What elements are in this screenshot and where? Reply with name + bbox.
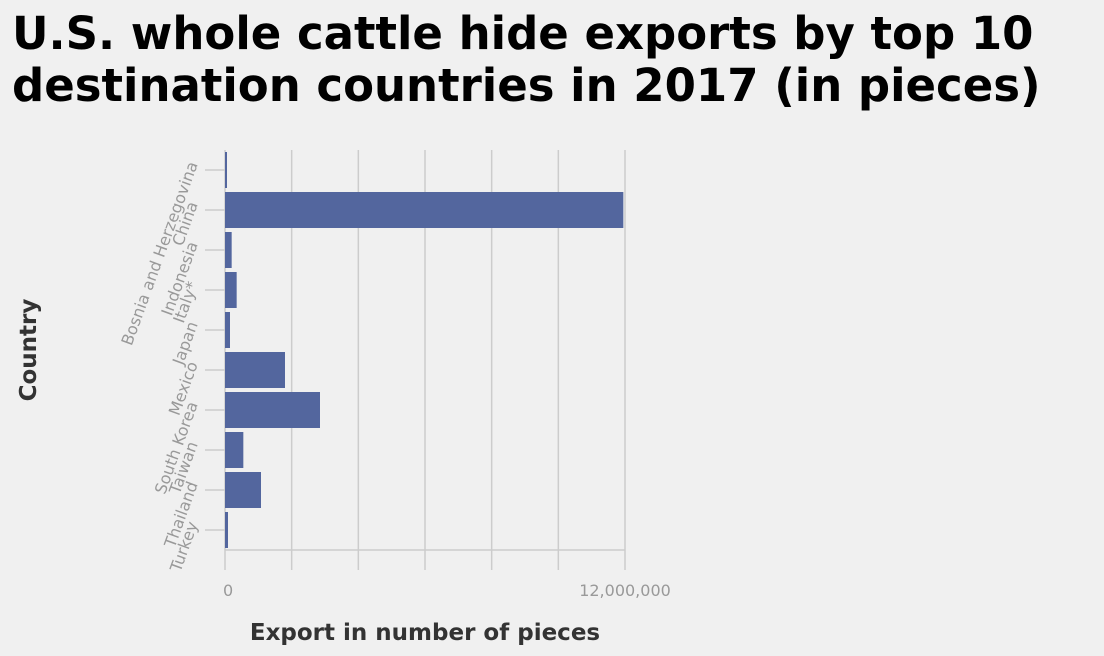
x-tick-label: 12,000,000 bbox=[579, 581, 671, 600]
x-axis-title: Export in number of pieces bbox=[250, 620, 600, 646]
y-axis-title: Country bbox=[16, 299, 42, 402]
bar bbox=[225, 152, 227, 188]
bar bbox=[225, 232, 232, 268]
bars bbox=[225, 152, 624, 548]
bar bbox=[225, 272, 237, 308]
axes bbox=[205, 169, 626, 570]
bar bbox=[225, 352, 285, 388]
bar bbox=[225, 392, 320, 428]
bar bbox=[225, 312, 230, 348]
bar bbox=[225, 432, 244, 468]
bar bbox=[225, 472, 261, 508]
bar bbox=[225, 192, 624, 228]
bar bbox=[225, 512, 228, 548]
x-tick-label: 0 bbox=[223, 581, 233, 600]
chart-title: U.S. whole cattle hide exports by top 10… bbox=[12, 7, 1041, 112]
